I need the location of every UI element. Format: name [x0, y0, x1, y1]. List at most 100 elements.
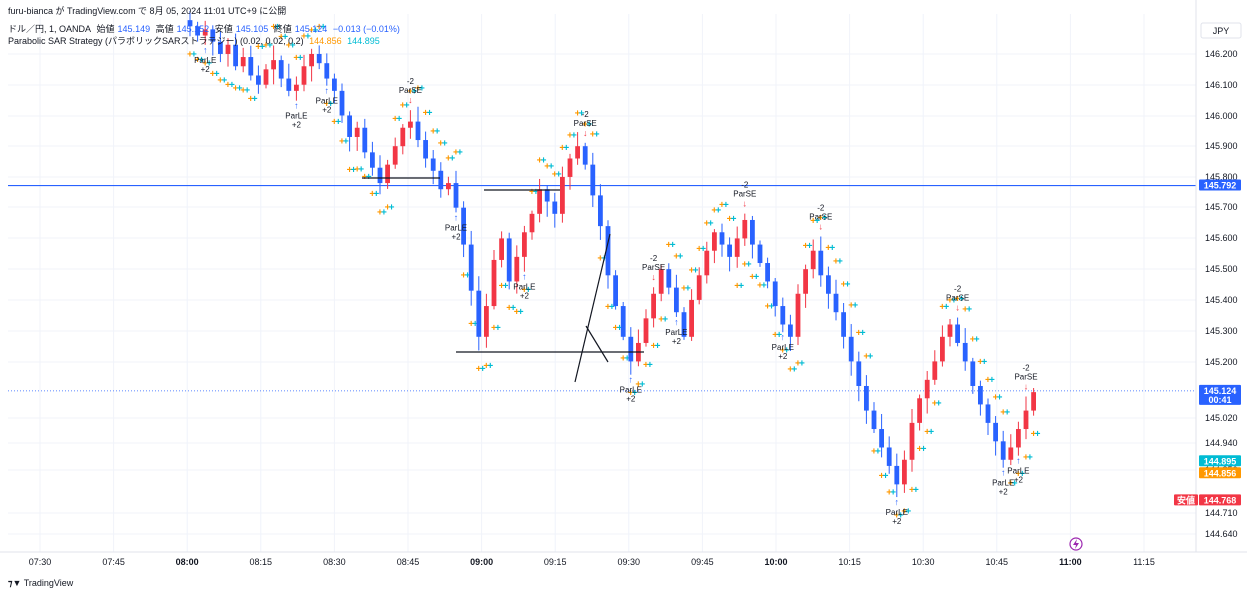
sar-dot-orange: + [552, 169, 558, 180]
candle-body [210, 29, 216, 42]
candle-body [362, 127, 368, 153]
candle-body [674, 287, 679, 313]
sar-dot-orange: + [909, 485, 915, 496]
sar-dot-teal: + [852, 301, 858, 312]
candle-body [947, 324, 953, 337]
sar-dot-teal: + [457, 147, 463, 158]
sar-dot-orange: + [217, 76, 223, 87]
sar-dot-orange: + [787, 364, 793, 375]
candle-body [696, 275, 702, 300]
sar-dot-orange: + [803, 241, 809, 252]
candle-body [917, 398, 922, 423]
sar-dot-teal: + [860, 328, 866, 339]
candle-body [803, 269, 808, 294]
sar-dot-orange: + [635, 380, 641, 391]
sar-dot-teal: + [541, 156, 547, 167]
sar-dot-orange: + [499, 281, 505, 292]
long-entry-arrow: ↑ [895, 497, 900, 507]
sar-dot-orange: + [681, 284, 687, 295]
candle-body [628, 336, 634, 362]
sar-dot-orange: + [400, 101, 406, 112]
candle-body [1023, 410, 1029, 430]
candle-body [499, 238, 504, 260]
annotation-label: ParLE [772, 343, 794, 352]
candle-body [506, 238, 512, 282]
price-label-text: 144.856 [1204, 468, 1237, 478]
sar-dot-orange: + [385, 202, 391, 213]
candle-body [978, 385, 983, 405]
candle-body [864, 385, 869, 411]
candle-body [704, 250, 710, 276]
sar-dot-teal: + [974, 334, 980, 345]
sar-dot-teal: + [693, 266, 699, 277]
sar-dot-orange: + [529, 187, 535, 198]
candle-body [544, 189, 550, 202]
sar-dot-teal: + [1004, 407, 1010, 418]
sar-dot-teal: + [199, 55, 205, 66]
annotation-label: ParLE [285, 112, 307, 121]
indicator-legend[interactable]: Parabolic SAR Strategy (パラボリックSARストラテジー)… [8, 34, 383, 47]
parabolic-sar-dots: + + + + + + + + + + + + + + + + + + + + + + + + + + + + + + + + + + + + + + + +… [187, 22, 1041, 522]
sar-dot-teal: + [259, 42, 265, 53]
symbol-legend[interactable]: ドル／円, 1, OANDA 始値 145.149 高値 145.152 安値 145… [8, 22, 403, 35]
sar-dot-orange: + [651, 341, 657, 352]
candle-body [324, 63, 330, 79]
candle-body [1008, 447, 1014, 460]
sar-dot-teal: + [746, 259, 752, 270]
annotation-qty: +2 [892, 517, 902, 526]
candle-body [567, 158, 573, 177]
sar-dot-orange: + [749, 272, 755, 283]
candle-body [818, 250, 824, 276]
long-entry-arrow: ↑ [674, 317, 679, 327]
sar-dot-teal: + [396, 114, 402, 125]
sar-dot-orange: + [309, 25, 315, 36]
annotation-qty: -2 [741, 181, 749, 190]
long-entry-arrow: ↑ [522, 272, 527, 282]
sar-dot-teal: + [981, 357, 987, 368]
candle-body [757, 244, 763, 264]
sar-dot-orange: + [886, 487, 892, 498]
currency-button[interactable]: JPY [1200, 22, 1242, 39]
annotation-qty: -2 [1022, 364, 1030, 373]
long-entry-arrow: ↑ [454, 212, 459, 222]
x-tick-label: 09:30 [618, 557, 641, 567]
low-value: 145.105 [235, 24, 269, 34]
indicator-value-2: 144.895 [347, 36, 380, 46]
candle-body [924, 379, 930, 399]
time-axis[interactable]: 07:30 07:45 08:00 08:15 08:30 08:45 09:00 09:15… [0, 551, 1247, 567]
x-tick-label: 08:30 [323, 557, 346, 567]
sar-dot-teal: + [275, 22, 281, 33]
sar-dot-teal: + [677, 251, 683, 262]
tradingview-logo[interactable]: ⁊▼ TradingView [8, 578, 73, 589]
candle-body [765, 263, 770, 282]
sar-dot-orange: + [453, 147, 459, 158]
sar-dot-teal: + [290, 40, 296, 51]
horizontal-lines [8, 184, 1196, 392]
candle-body [651, 293, 656, 319]
publisher-line: furu-bianca が TradingView.com で 8月 05, 2… [8, 6, 287, 16]
sar-dot-orange: + [339, 136, 345, 147]
candle-body [560, 176, 565, 214]
close-label: 終値 [273, 24, 292, 34]
price-label-text: 144.768 [1204, 495, 1237, 505]
candle-body [985, 404, 991, 423]
candle-body [461, 207, 466, 245]
sar-dot-teal: + [480, 364, 486, 375]
indicator-value-1: 144.856 [309, 36, 342, 46]
sar-dot-teal: + [305, 31, 311, 42]
sar-dot-teal: + [769, 302, 775, 313]
sar-dot-teal: + [875, 446, 881, 457]
sar-dot-orange: + [848, 301, 854, 312]
x-tick-label: 10:15 [838, 557, 861, 567]
sar-dot-teal: + [586, 119, 592, 130]
price-label-bg [1199, 494, 1241, 506]
sar-dot-teal: + [799, 359, 805, 370]
lightning-icon[interactable] [1069, 537, 1083, 551]
y-tick-label: 145.700 [1205, 202, 1238, 212]
sar-dot-teal: + [237, 84, 243, 95]
sar-dot-orange: + [286, 40, 292, 51]
short-entry-arrow: ↓ [1024, 382, 1029, 392]
candle-body [620, 306, 626, 337]
sar-dot-orange: + [613, 323, 619, 334]
